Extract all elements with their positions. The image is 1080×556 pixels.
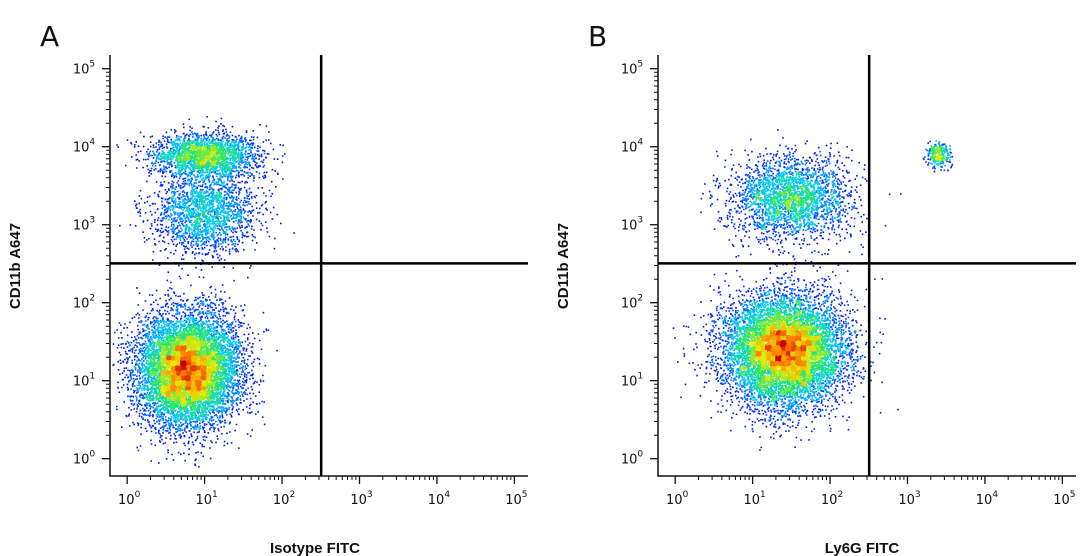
y-axis-ticks: 100 101 102 103 104 105: [73, 60, 110, 468]
event-dots: [185, 355, 202, 387]
event-dots: [180, 345, 207, 382]
x-tick-label: 101: [743, 490, 765, 508]
event-dots: [765, 330, 807, 377]
event-dots: [155, 145, 227, 407]
event-dots: [140, 145, 252, 422]
event-dots: [175, 365, 192, 382]
panel-b: B 100 101 102 103 104 105 100101102103104105 …: [555, 20, 1076, 556]
y-tick-label: 104: [621, 138, 644, 156]
x-axis-ticks: 100 101 102 103 104 105: [666, 476, 1076, 508]
event-dots: [760, 335, 802, 372]
event-dots: [180, 360, 187, 367]
event-dots: [170, 350, 197, 392]
event-dots: [160, 360, 207, 397]
event-dots: [755, 335, 802, 357]
event-dots: [775, 330, 802, 352]
x-tick-label: 100: [666, 490, 689, 508]
y-tick-label: 105: [621, 60, 643, 78]
x-tick-label: 103: [898, 490, 920, 508]
event-dots: [775, 340, 787, 362]
event-dots: [165, 355, 192, 377]
y-tick-label: 102: [73, 294, 95, 312]
event-dots: [180, 365, 187, 372]
y-tick-label: 103: [621, 216, 643, 234]
y-minor-ticks: [654, 71, 658, 436]
event-dots: [126, 131, 266, 437]
y-tick-label: 104: [73, 138, 96, 156]
x-tick-label: 102: [821, 490, 843, 508]
event-dots: [721, 150, 952, 406]
event-dots: [765, 335, 807, 367]
x-axis-title: Ly6G FITC: [825, 540, 900, 556]
event-dots: [145, 140, 232, 422]
event-dots: [160, 145, 217, 402]
event-dots: [780, 320, 821, 352]
density-plot-area: [112, 116, 295, 468]
event-dots: [175, 375, 197, 382]
event-dots: [765, 325, 812, 377]
event-dots: [175, 345, 192, 357]
y-axis-ticks: 100 101 102 103 104 105: [621, 60, 658, 468]
panel-label: B: [588, 20, 607, 53]
x-minor-ticks: [150, 476, 512, 480]
event-dots: [735, 160, 942, 407]
x-axis-ticks: 100 101 102 103 104 105: [118, 476, 528, 508]
x-tick-label: 103: [350, 490, 372, 508]
event-dots: [785, 355, 792, 362]
x-tick-label: 100: [118, 490, 141, 508]
y-axis-title: CD11b A647: [7, 223, 24, 309]
axis-line: [657, 55, 1076, 477]
y-tick-label: 100: [621, 450, 644, 468]
y-axis-title: CD11b A647: [555, 223, 572, 309]
event-dots: [760, 330, 822, 382]
panel-a: A 100 101 102 103 104 105 100101102103104105 …: [7, 20, 528, 556]
x-tick-label: 104: [428, 490, 451, 508]
axis-line: [109, 55, 528, 477]
y-minor-ticks: [106, 71, 110, 436]
event-dots: [125, 131, 267, 442]
event-dots: [190, 370, 202, 392]
y-tick-label: 102: [621, 294, 643, 312]
event-dots: [685, 140, 953, 440]
event-dots: [775, 340, 782, 347]
y-tick-label: 100: [73, 450, 96, 468]
y-tick-label: 103: [73, 216, 95, 234]
event-dots: [185, 365, 202, 392]
event-dots: [755, 325, 807, 372]
event-dots: [165, 155, 217, 402]
event-dots: [705, 145, 952, 426]
x-minor-ticks: [698, 476, 1060, 480]
x-tick-label: 105: [1053, 490, 1075, 508]
event-dots: [760, 330, 811, 387]
event-dots: [775, 330, 782, 337]
quadrant-gate: [658, 55, 1076, 476]
event-dots: [170, 365, 207, 387]
quadrant-gate: [110, 55, 528, 476]
event-dots: [160, 345, 217, 407]
event-dots: [150, 145, 227, 407]
event-dots: [145, 140, 232, 416]
axes: [109, 55, 528, 477]
y-tick-label: 105: [73, 60, 95, 78]
event-dots: [730, 171, 822, 392]
y-tick-label: 101: [621, 372, 643, 390]
event-dots: [175, 355, 212, 397]
x-tick-label: 104: [976, 490, 999, 508]
axes: [657, 55, 1076, 477]
panel-label: A: [40, 20, 59, 53]
y-tick-label: 101: [73, 372, 95, 390]
event-dots: [150, 135, 242, 422]
x-tick-label: 101: [195, 490, 217, 508]
x-axis-title: Isotype FITC: [270, 540, 360, 556]
event-dots: [765, 340, 807, 362]
x-tick-label: 102: [273, 490, 295, 508]
event-dots: [765, 345, 807, 352]
event-dots: [155, 150, 232, 417]
density-plot-area: [672, 129, 954, 451]
x-tick-label: 105: [505, 490, 527, 508]
event-dots: [190, 365, 197, 372]
event-dots: [770, 330, 812, 367]
event-dots: [145, 140, 242, 406]
